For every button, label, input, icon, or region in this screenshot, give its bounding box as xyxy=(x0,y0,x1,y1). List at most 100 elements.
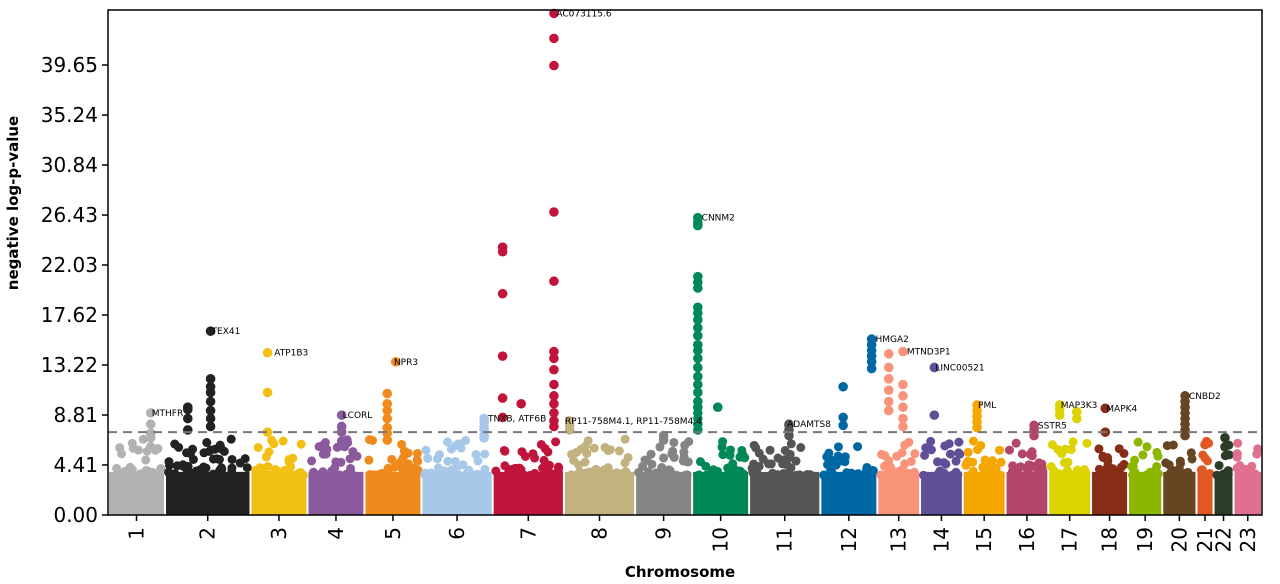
snp-point xyxy=(791,456,801,466)
snp-point xyxy=(968,466,978,476)
snp-point xyxy=(539,455,549,465)
snp-point xyxy=(421,445,431,455)
peak-point-chr12 xyxy=(838,381,848,392)
peak-point-chr14 xyxy=(929,362,940,373)
peak-point-chr10 xyxy=(693,220,703,231)
y-tick-label: 4.41 xyxy=(53,453,98,477)
peak-point-chr1 xyxy=(145,408,156,418)
snp-point xyxy=(1241,464,1251,474)
peak-point-chr7 xyxy=(549,207,559,217)
snp-point xyxy=(454,470,464,480)
snp-point xyxy=(880,451,890,461)
snp-point xyxy=(1102,464,1112,474)
snp-point xyxy=(566,470,576,480)
peak-point-chr10 xyxy=(693,308,703,318)
snp-point xyxy=(954,448,964,458)
snp-point xyxy=(172,461,182,471)
snp-point xyxy=(933,457,943,467)
y-tick-label: 13.22 xyxy=(41,353,98,377)
snp-point xyxy=(782,470,792,480)
peak-point-chr7 xyxy=(549,60,559,71)
snp-point xyxy=(298,470,308,480)
snp-point xyxy=(1082,438,1092,448)
snp-point xyxy=(765,445,775,455)
peak-point-chr7 xyxy=(549,353,559,364)
snp-point xyxy=(480,449,490,459)
peak-point-chr21 xyxy=(1200,439,1210,450)
snp-point xyxy=(646,449,656,459)
snp-point xyxy=(119,470,129,480)
data-points xyxy=(145,8,1230,452)
peak-point-chr7 xyxy=(549,33,559,44)
x-tick-label: 7 xyxy=(516,527,540,540)
snp-point xyxy=(1011,438,1021,448)
snp-point xyxy=(749,459,759,469)
snp-point xyxy=(1253,444,1263,454)
y-tick-label: 35.24 xyxy=(41,103,98,127)
peak-point-chr9 xyxy=(658,435,669,445)
snp-point xyxy=(995,470,1005,480)
gene-annotation: PML xyxy=(978,401,996,411)
snp-point xyxy=(345,454,355,464)
snp-point xyxy=(669,452,679,462)
snp-point xyxy=(335,470,345,480)
snp-point xyxy=(1175,456,1185,466)
snp-point xyxy=(412,448,422,458)
peak-point-chr7 xyxy=(549,346,559,357)
snp-point xyxy=(1236,470,1246,480)
peak-point-chr7 xyxy=(549,408,559,418)
peak-point-chr5 xyxy=(390,356,401,367)
snp-point xyxy=(780,445,790,455)
snp-point xyxy=(1025,469,1035,479)
snp-point xyxy=(725,450,735,460)
snp-point xyxy=(553,462,563,472)
peak-point-chr18 xyxy=(1100,403,1111,414)
peak-point-chr2 xyxy=(205,421,216,432)
peak-point-chr10 xyxy=(693,322,703,333)
snp-point xyxy=(1164,460,1174,470)
peak-point-chr5 xyxy=(382,398,393,409)
peak-point-chr5 xyxy=(382,413,393,424)
snp-point xyxy=(885,462,895,472)
snp-point xyxy=(945,449,955,459)
chromosome-band-21 xyxy=(1197,471,1213,515)
snp-point xyxy=(262,470,272,480)
snp-point xyxy=(853,469,863,479)
snp-point xyxy=(1142,442,1152,452)
snp-point xyxy=(1232,463,1242,473)
snp-point xyxy=(174,442,184,452)
snp-point xyxy=(117,449,127,459)
snp-point xyxy=(264,447,274,457)
peak-point-chr7 xyxy=(549,421,559,432)
snp-point xyxy=(284,457,294,467)
x-tick-label: 10 xyxy=(709,527,733,552)
x-tick-label: 6 xyxy=(445,527,469,540)
peak-point-chr7 xyxy=(549,276,559,287)
snp-point xyxy=(251,465,261,475)
snp-point xyxy=(842,468,852,478)
snp-point xyxy=(242,463,252,473)
snp-point xyxy=(133,445,143,455)
snp-point xyxy=(900,459,910,469)
x-tick-label: 3 xyxy=(267,527,291,540)
snp-point xyxy=(515,463,525,473)
snp-point xyxy=(1064,469,1074,479)
snp-point xyxy=(142,468,152,478)
snp-point xyxy=(368,470,378,480)
snp-point xyxy=(979,469,989,479)
peak-point-chr2 xyxy=(205,405,216,416)
peak-point-chr2 xyxy=(205,326,216,336)
x-tick-label: 22 xyxy=(1212,527,1236,552)
snp-point xyxy=(399,446,409,456)
snp-point xyxy=(443,456,453,466)
snp-point xyxy=(456,443,466,453)
snp-point xyxy=(723,463,733,473)
peak-point-chr3 xyxy=(262,347,273,358)
x-tick-label: 12 xyxy=(837,527,861,552)
snp-point xyxy=(552,470,562,480)
snp-point xyxy=(1037,459,1047,469)
snp-point xyxy=(1232,449,1242,459)
peak-point-chr5 xyxy=(382,388,393,399)
x-tick-label: 16 xyxy=(1015,527,1039,552)
peak-point-chr10 xyxy=(693,387,703,398)
